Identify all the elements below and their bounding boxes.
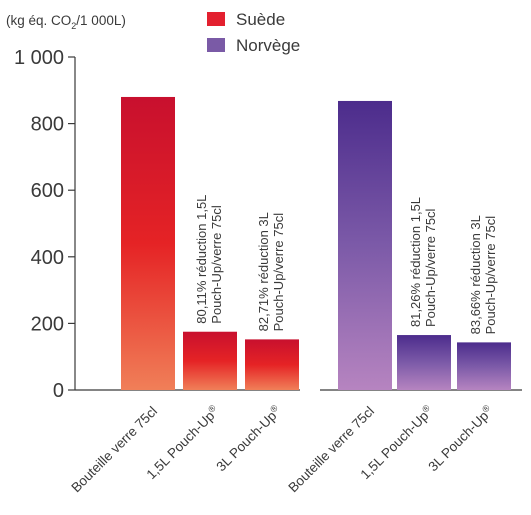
y-tick-label-2: 400 [31, 247, 64, 269]
bar-0-2 [245, 339, 299, 390]
legend-swatch-0 [207, 12, 225, 26]
y-tick-label-0: 0 [53, 380, 64, 402]
bar-1-2 [457, 342, 511, 390]
category-label-1-2: 3L Pouch-Up® [425, 403, 497, 475]
annotation-0-2: 82,71% réduction 3LPouch-Up/verre 75cl [256, 212, 286, 331]
annotation-1-2: 83,66% réduction 3LPouch-Up/verre 75cl [468, 215, 498, 334]
y-tick-label-1: 200 [31, 313, 64, 335]
legend: Suède Norvège [207, 10, 300, 55]
y-tick-label-5: 1 000 [14, 47, 64, 69]
category-label-0-0: Bouteille verre 75cl [68, 404, 160, 496]
y-tick-label-4: 800 [31, 114, 64, 136]
annotation-1-1: 81,26% réduction 1,5LPouch-Up/verre 75cl [408, 197, 438, 327]
bars [121, 96, 511, 391]
bar-0-0 [121, 96, 175, 391]
bar-1-1 [397, 335, 451, 390]
category-label-1-0: Bouteille verre 75cl [285, 404, 377, 496]
category-label-0-2: 3L Pouch-Up® [213, 403, 285, 475]
y-tick-label-3: 600 [31, 180, 64, 202]
annotation-0-1: 80,11% réduction 1,5LPouch-Up/verre 75cl [194, 195, 224, 324]
bar-1-0 [338, 100, 392, 391]
bar-0-1 [183, 331, 237, 390]
legend-label-0: Suède [236, 10, 285, 29]
y-axis: 0 200 400 600 800 1 000 [14, 47, 522, 402]
legend-swatch-1 [207, 38, 225, 52]
unit-label: (kg éq. CO2/1 000L) [6, 13, 126, 31]
annotations: 80,11% réduction 1,5LPouch-Up/verre 75cl… [194, 195, 498, 335]
legend-label-1: Norvège [236, 36, 300, 55]
